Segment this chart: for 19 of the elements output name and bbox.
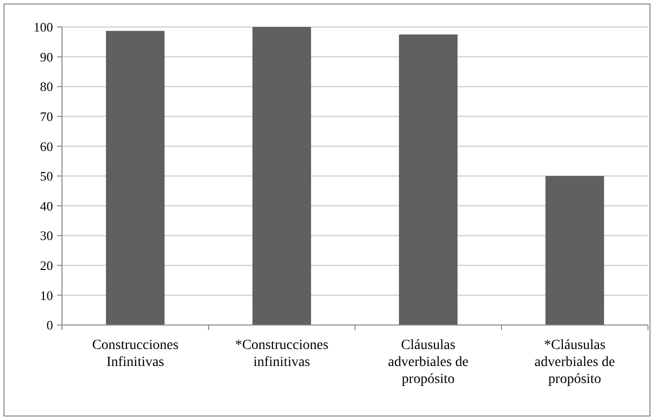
bar	[545, 176, 604, 325]
y-tick-label: 90	[40, 49, 53, 64]
x-tick-label: *Cláusulas adverbiales de propósito	[534, 338, 615, 387]
y-tick-label: 40	[40, 198, 53, 214]
y-tick-label: 70	[40, 108, 53, 124]
x-tick-label: Construcciones Infinitivas	[92, 338, 178, 370]
y-tick-label: 10	[40, 288, 53, 303]
y-tick-label: 50	[40, 168, 53, 184]
bar	[398, 34, 458, 325]
y-tick-label: 100	[34, 20, 53, 35]
x-tick-label: *Construcciones infinitivas	[235, 338, 328, 370]
y-tick-label: 60	[40, 138, 53, 154]
bar	[106, 30, 165, 325]
x-tick-label: Cláusulas adverbiales de propósito	[388, 338, 468, 387]
bar	[252, 27, 312, 325]
y-tick-label: 0	[46, 318, 53, 333]
y-tick-label: 80	[40, 79, 53, 94]
y-tick-label: 30	[40, 228, 53, 244]
y-tick-label: 20	[40, 258, 53, 273]
